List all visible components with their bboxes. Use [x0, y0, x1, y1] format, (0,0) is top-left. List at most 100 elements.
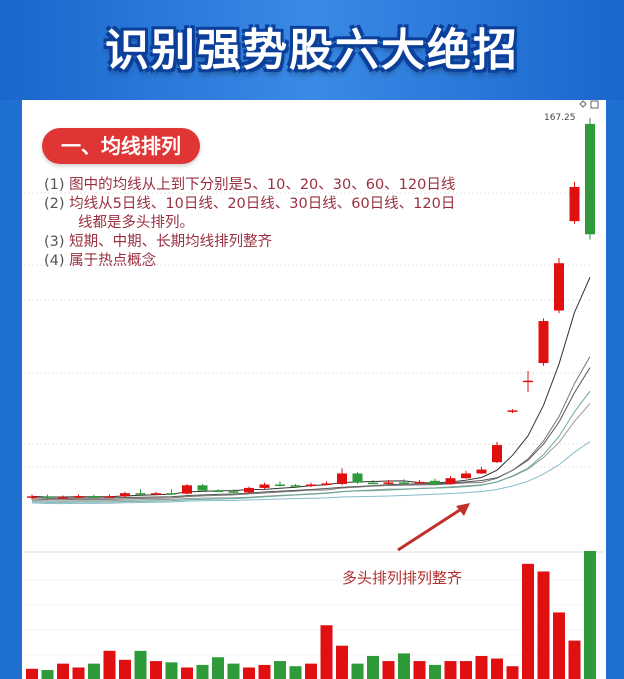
candle-body	[507, 410, 518, 412]
candle-body	[259, 484, 270, 488]
volume-bar	[258, 664, 271, 679]
page-title: 识别强势股六大绝招	[105, 25, 519, 76]
candle-body	[182, 485, 192, 494]
header-banner	[0, 0, 624, 100]
note-number: (4)	[44, 253, 65, 269]
volume-bar	[72, 667, 85, 679]
volume-bar	[320, 625, 333, 679]
candle-body	[337, 473, 347, 484]
candle-body	[166, 493, 177, 495]
volume-bar	[382, 661, 395, 679]
volume-bar	[475, 655, 488, 679]
candle-body	[213, 490, 223, 493]
notes-list: (1) 图中的均线从上到下分别是5、10、20、30、60、120日线 (2) …	[44, 176, 544, 271]
note-text: 属于热点概念	[69, 253, 157, 269]
candle-body	[73, 496, 84, 498]
note-item: (4) 属于热点概念	[44, 252, 544, 271]
candle-body	[197, 485, 208, 491]
volume-bar	[196, 664, 209, 679]
candle-body	[585, 123, 595, 235]
candle-body	[383, 482, 394, 484]
volume-bar	[351, 663, 364, 679]
volume-bar	[134, 650, 147, 679]
ma-line-120	[31, 441, 591, 505]
arrow-shaft	[397, 504, 467, 552]
candle-body	[414, 481, 425, 484]
candle-body	[120, 493, 130, 497]
volume-bar	[336, 645, 348, 679]
candle-body	[368, 482, 378, 485]
candle-body	[476, 469, 487, 474]
volume-bar	[460, 661, 472, 679]
volume-bar	[26, 668, 38, 679]
arrow-head	[456, 503, 470, 516]
volume-bar	[506, 666, 519, 679]
volume-bar	[522, 563, 534, 679]
volume-bar	[367, 655, 379, 679]
candle-body	[135, 493, 146, 495]
ma-line-20	[31, 356, 591, 501]
panel-toggle-icon	[590, 100, 599, 109]
candle-body	[430, 480, 440, 485]
candle-body	[244, 487, 254, 493]
volume-bar	[57, 663, 69, 679]
candle-body	[290, 485, 301, 487]
candle-body	[306, 484, 316, 487]
diamond-icon	[579, 100, 587, 108]
ma-line-60	[31, 390, 591, 503]
note-text: 均线从5日线、10日线、20日线、30日线、60日线、120日	[69, 196, 456, 212]
annotation-text: 多头排列排列整齐	[342, 569, 463, 587]
candle-body	[321, 483, 332, 485]
volume-bar	[119, 659, 131, 679]
candle-body	[461, 473, 471, 479]
volume-bar	[103, 650, 116, 679]
volume-bar	[150, 661, 162, 679]
note-number: (3)	[44, 234, 65, 250]
candle-body	[275, 484, 285, 487]
candle-body	[399, 482, 409, 484]
candle-body	[523, 380, 533, 383]
volume-bar	[429, 664, 441, 679]
candle-body	[569, 186, 580, 222]
note-text: 图中的均线从上到下分别是5、10、20、30、60、120日线	[69, 177, 456, 193]
volume-bar	[88, 663, 100, 679]
candle-body	[104, 496, 115, 498]
volume-bar	[165, 662, 178, 679]
volume-bar	[491, 658, 503, 679]
ma-line-5	[31, 277, 591, 498]
volume-bar	[444, 661, 457, 679]
candle-body	[538, 321, 549, 364]
volume-bar	[274, 661, 286, 679]
note-item: (3) 短期、中期、长期均线排列整齐	[44, 233, 544, 252]
ma-line-10	[31, 367, 591, 499]
volume-bar	[227, 663, 240, 679]
volume-bar	[212, 657, 224, 679]
note-number: (1)	[44, 177, 65, 193]
volume-bar	[584, 551, 596, 679]
note-item-cont: 线都是多头排列。	[78, 215, 194, 231]
candle-body	[42, 496, 53, 498]
volume-bar	[568, 640, 581, 679]
volume-bar	[537, 571, 550, 679]
candle-body	[352, 473, 363, 483]
candle-body	[151, 493, 161, 495]
section-label: 一、均线排列	[42, 128, 200, 164]
volume-bar	[181, 667, 193, 679]
candle-body	[492, 445, 502, 463]
max-price-label: 167.25	[544, 113, 576, 123]
candle-body	[554, 263, 564, 311]
candle-body	[445, 478, 456, 484]
volume-bar	[289, 666, 302, 679]
chart-panel	[22, 100, 606, 679]
candle-body	[58, 497, 68, 499]
note-item: (1) 图中的均线从上到下分别是5、10、20、30、60、120日线	[44, 176, 544, 195]
candle-body	[228, 491, 239, 493]
volume-bar	[41, 670, 54, 679]
volume-bar	[243, 667, 255, 679]
volume-bar	[553, 612, 565, 679]
note-text: 短期、中期、长期均线排列整齐	[69, 234, 273, 250]
note-number: (2)	[44, 196, 65, 212]
volume-bar	[305, 663, 317, 679]
candle-body	[27, 496, 37, 498]
